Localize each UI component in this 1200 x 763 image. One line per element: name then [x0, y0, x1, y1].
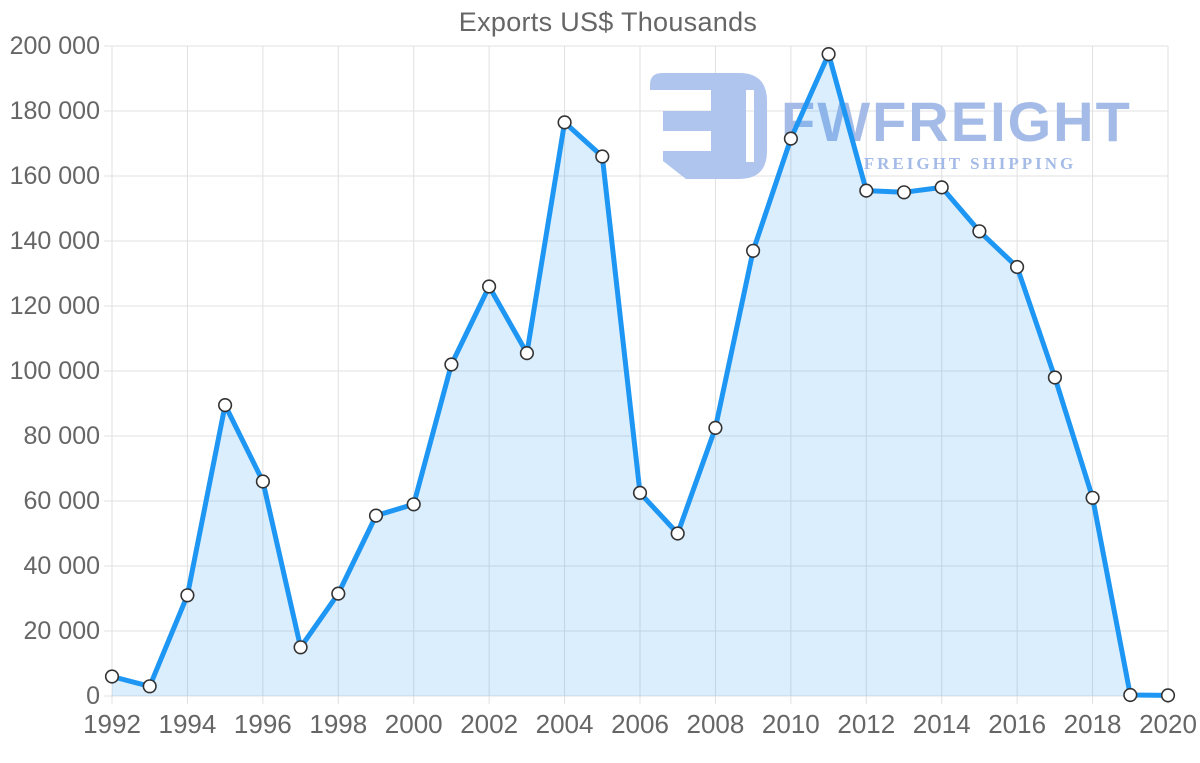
chart-title: Exports US$ Thousands: [458, 7, 758, 37]
data-point-marker-2015[interactable]: [972, 224, 987, 239]
data-point-marker-2012[interactable]: [859, 183, 874, 198]
x-axis-tick-label: 2018: [1064, 709, 1122, 739]
y-axis-tick-label: 60 000: [24, 487, 100, 515]
x-axis-tick-label: 1998: [309, 709, 367, 739]
x-axis-tick-label: 1996: [234, 709, 292, 739]
data-point-marker-1996[interactable]: [255, 474, 271, 489]
x-axis-tick-label: 2014: [913, 709, 971, 739]
data-point-marker-1997[interactable]: [293, 640, 308, 655]
data-point-marker-2008[interactable]: [708, 420, 723, 436]
data-point-marker-1994[interactable]: [180, 588, 195, 603]
data-point-marker-2019[interactable]: [1123, 687, 1138, 703]
data-point-marker-2017[interactable]: [1047, 370, 1062, 385]
data-point-marker-2002[interactable]: [482, 279, 497, 294]
y-axis-tick-label: 20 000: [24, 617, 100, 645]
area-fill: [112, 54, 1168, 697]
y-axis-tick-label: 120 000: [10, 292, 100, 320]
data-point-marker-1993[interactable]: [142, 679, 157, 694]
data-point-marker-1995[interactable]: [218, 398, 233, 413]
data-point-marker-2001[interactable]: [444, 357, 459, 372]
y-axis-tick-label: 200 000: [10, 32, 100, 60]
data-point-marker-2013[interactable]: [896, 185, 912, 200]
data-point-marker-1992[interactable]: [104, 669, 120, 684]
data-point-marker-2010[interactable]: [783, 131, 799, 146]
y-axis-tick-label: 0: [86, 682, 100, 710]
data-point-marker-2000[interactable]: [406, 497, 421, 512]
y-axis-tick-label: 100 000: [10, 357, 100, 385]
x-axis-tick-label: 1994: [159, 709, 217, 739]
x-axis-tick-label: 2016: [988, 709, 1046, 739]
data-point-marker-1998[interactable]: [331, 586, 346, 601]
x-axis-tick-label: 2010: [762, 709, 820, 739]
y-axis-tick-label: 40 000: [24, 552, 100, 580]
data-point-marker-2018[interactable]: [1085, 490, 1100, 505]
x-axis-tick-label: 1992: [83, 709, 141, 739]
data-point-marker-2016[interactable]: [1009, 259, 1025, 275]
data-point-marker-1999[interactable]: [368, 508, 384, 523]
data-point-marker-2020[interactable]: [1160, 688, 1176, 703]
data-point-marker-2009[interactable]: [745, 243, 761, 258]
data-point-marker-2011[interactable]: [821, 46, 836, 62]
x-axis-tick-label: 2008: [687, 709, 745, 739]
y-axis-tick-label: 80 000: [24, 422, 100, 450]
x-axis-tick-label: 2000: [385, 709, 443, 739]
y-axis-tick-label: 180 000: [10, 97, 100, 125]
data-point-marker-2003[interactable]: [519, 346, 535, 361]
x-axis-tick-label: 2012: [837, 709, 895, 739]
data-point-marker-2014[interactable]: [934, 180, 949, 195]
data-point-marker-2005[interactable]: [595, 149, 610, 164]
data-point-marker-2004[interactable]: [557, 115, 572, 130]
x-axis-tick-label: 2006: [611, 709, 669, 739]
y-axis-tick-label: 140 000: [10, 227, 100, 255]
data-point-marker-2007[interactable]: [670, 526, 685, 541]
x-axis-tick-label: 2004: [536, 709, 594, 739]
x-axis-tick-label: 2020: [1139, 709, 1197, 739]
data-point-marker-2006[interactable]: [632, 485, 648, 501]
x-axis-tick-label: 2002: [460, 709, 518, 739]
y-axis-tick-label: 160 000: [10, 162, 100, 190]
